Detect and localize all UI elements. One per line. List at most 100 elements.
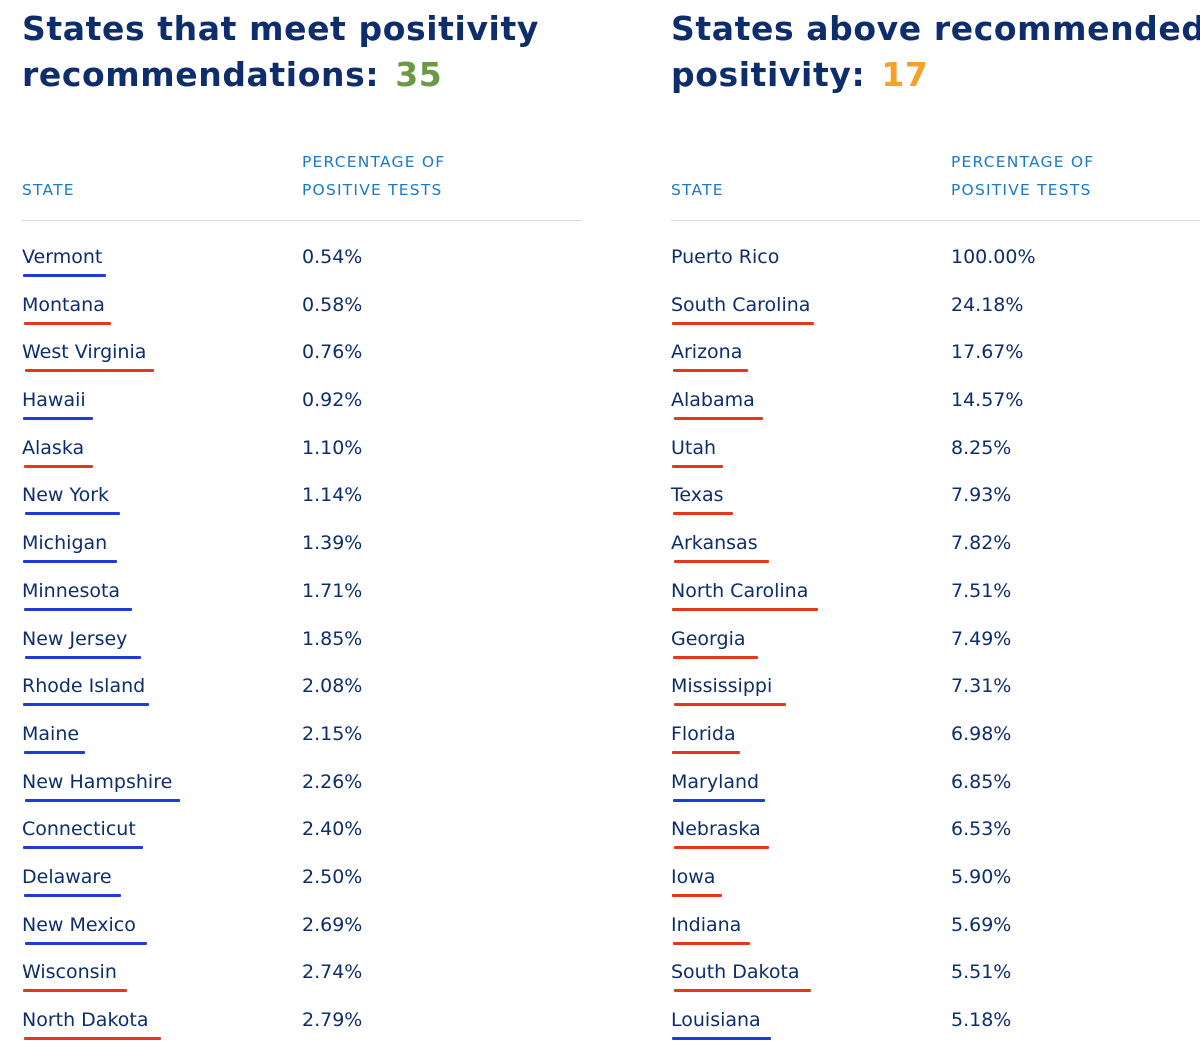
positive-test-percentage: 2.15% — [302, 722, 363, 745]
state-name: Texas — [671, 484, 724, 507]
red-underline-mark — [25, 369, 155, 373]
table-row: Minnesota 1.71% — [22, 568, 582, 616]
table-row: West Virginia 0.76% — [22, 329, 582, 377]
blue-underline-mark — [24, 893, 121, 897]
state-name: Louisiana — [671, 1009, 761, 1031]
state-name: Florida — [671, 722, 736, 745]
red-underline-mark — [24, 321, 111, 325]
positive-test-percentage: 1.10% — [302, 436, 363, 459]
state-name: New Jersey — [22, 627, 128, 650]
state-name: Georgia — [671, 627, 746, 650]
positive-test-percentage: 0.54% — [302, 246, 363, 268]
table-row: New Hampshire 2.26% — [22, 759, 582, 807]
state-name: Maine — [22, 722, 80, 745]
state-name: South Carolina — [671, 293, 811, 316]
state-name: Mississippi — [671, 675, 773, 698]
column-header-percentage-line2: POSITIVE TESTS — [302, 181, 443, 199]
state-name: Montana — [22, 293, 105, 316]
blue-underline-mark — [23, 417, 93, 421]
table-row: Florida 6.98% — [671, 711, 1200, 759]
header-divider — [22, 220, 582, 221]
state-name: North Dakota — [22, 1009, 149, 1031]
above-title-line1: States above recommended — [671, 9, 1200, 48]
column-header-state: STATE — [671, 181, 724, 199]
table-row: South Carolina 24.18% — [671, 282, 1200, 330]
table-row: Arkansas 7.82% — [671, 520, 1200, 568]
blue-underline-mark — [24, 750, 86, 754]
positive-test-percentage: 7.49% — [951, 627, 1012, 650]
state-name: West Virginia — [22, 341, 147, 364]
table-row: New Jersey 1.85% — [22, 616, 582, 664]
state-name: Michigan — [22, 532, 108, 555]
blue-underline-mark — [23, 703, 150, 707]
table-row: Montana 0.58% — [22, 282, 582, 330]
positive-test-percentage: 5.69% — [951, 913, 1012, 936]
column-header-percentage: PERCENTAGE OF POSITIVE TESTS — [302, 148, 445, 204]
state-name: Nebraska — [671, 818, 761, 841]
table-row: Louisiana 5.18% — [671, 997, 1200, 1045]
red-underline-mark — [673, 941, 751, 945]
state-name: Iowa — [671, 865, 716, 888]
table-row: Delaware 2.50% — [22, 854, 582, 902]
positive-test-percentage: 6.53% — [951, 818, 1012, 841]
table-row: South Dakota 5.51% — [671, 949, 1200, 997]
positive-test-percentage: 7.51% — [951, 579, 1012, 602]
state-name: New Hampshire — [22, 770, 173, 793]
column-header-percentage-line1: PERCENTAGE OF — [951, 153, 1095, 171]
positive-test-percentage: 17.67% — [951, 341, 1024, 364]
positive-test-percentage: 0.92% — [302, 389, 363, 412]
red-underline-mark — [673, 655, 758, 659]
positive-test-percentage: 7.93% — [951, 484, 1012, 507]
column-header-percentage: PERCENTAGE OF POSITIVE TESTS — [951, 148, 1094, 204]
positive-test-percentage: 0.58% — [302, 293, 363, 316]
state-name: Hawaii — [22, 389, 86, 412]
state-name: Alaska — [22, 436, 85, 459]
table-row: Iowa 5.90% — [671, 854, 1200, 902]
column-header-state: STATE — [22, 181, 75, 199]
state-name: New York — [22, 484, 110, 507]
red-underline-mark — [672, 893, 723, 897]
blue-underline-mark — [673, 798, 766, 802]
positive-test-percentage: 100.00% — [951, 246, 1036, 268]
red-underline-mark — [673, 369, 749, 373]
table-row: Alaska 1.10% — [22, 425, 582, 473]
positive-test-percentage: 8.25% — [951, 436, 1012, 459]
positive-test-percentage: 6.85% — [951, 770, 1012, 793]
state-name: Arizona — [671, 341, 743, 364]
positive-test-percentage: 7.82% — [951, 532, 1012, 555]
state-name: Minnesota — [22, 579, 121, 602]
positive-test-percentage: 7.31% — [951, 675, 1012, 698]
blue-underline-mark — [25, 941, 147, 945]
above-count: 17 — [881, 55, 929, 94]
positive-test-percentage: 24.18% — [951, 293, 1024, 316]
red-underline-mark — [23, 989, 127, 993]
state-name: Alabama — [671, 389, 755, 412]
table-row: Nebraska 6.53% — [671, 806, 1200, 854]
column-header-percentage-line1: PERCENTAGE OF — [302, 153, 446, 171]
above-panel-title: States above recommended positivity: 17 — [671, 6, 1200, 98]
above-title-line2: positivity: — [671, 55, 866, 94]
blue-underline-mark — [25, 512, 121, 516]
table-row: Utah 8.25% — [671, 425, 1200, 473]
table-row: Texas 7.93% — [671, 472, 1200, 520]
red-underline-mark — [673, 512, 733, 516]
state-name: Rhode Island — [22, 675, 146, 698]
table-row: Rhode Island 2.08% — [22, 663, 582, 711]
state-name: Utah — [671, 436, 717, 459]
red-underline-mark — [24, 1037, 161, 1040]
blue-underline-mark — [672, 1037, 771, 1040]
red-underline-mark — [672, 464, 724, 468]
red-underline-mark — [672, 321, 815, 325]
positive-test-percentage: 5.18% — [951, 1009, 1012, 1031]
state-name: Vermont — [22, 246, 103, 268]
positive-test-percentage: 2.26% — [302, 770, 363, 793]
red-underline-mark — [674, 989, 811, 993]
table-row: Georgia 7.49% — [671, 616, 1200, 664]
table-row: Arizona 17.67% — [671, 329, 1200, 377]
table-row: North Dakota 2.79% — [22, 997, 582, 1045]
state-name: Puerto Rico — [671, 246, 780, 268]
table-row: Connecticut 2.40% — [22, 806, 582, 854]
state-name: Indiana — [671, 913, 742, 936]
positive-test-percentage: 6.98% — [951, 722, 1012, 745]
